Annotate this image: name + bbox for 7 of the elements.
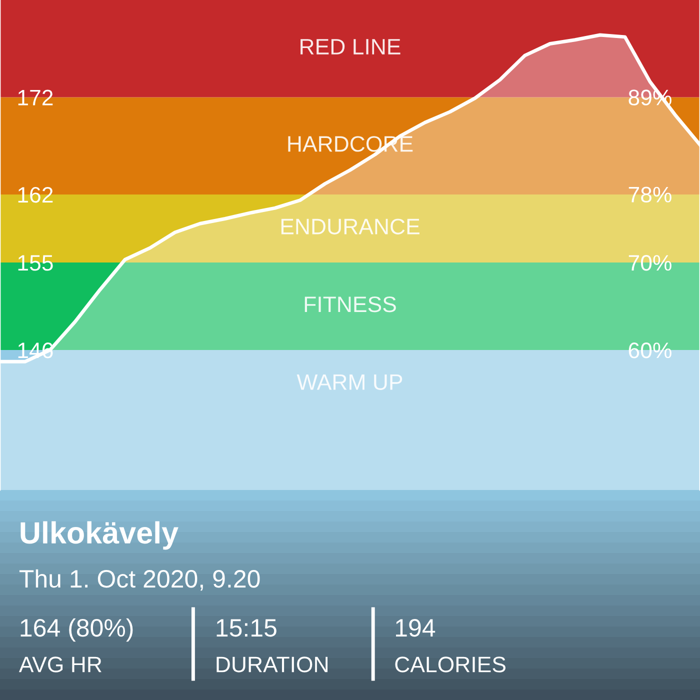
y2-tick-label: 78% [628, 186, 672, 203]
y-tick-label: 162 [18, 186, 53, 203]
band-label: ENDURANCE [281, 218, 420, 234]
band-label: RED LINE [300, 39, 400, 54]
band-label: FITNESS [304, 296, 396, 312]
y-tick-label: 172 [18, 90, 53, 106]
band-label: WARM UP [296, 374, 402, 390]
